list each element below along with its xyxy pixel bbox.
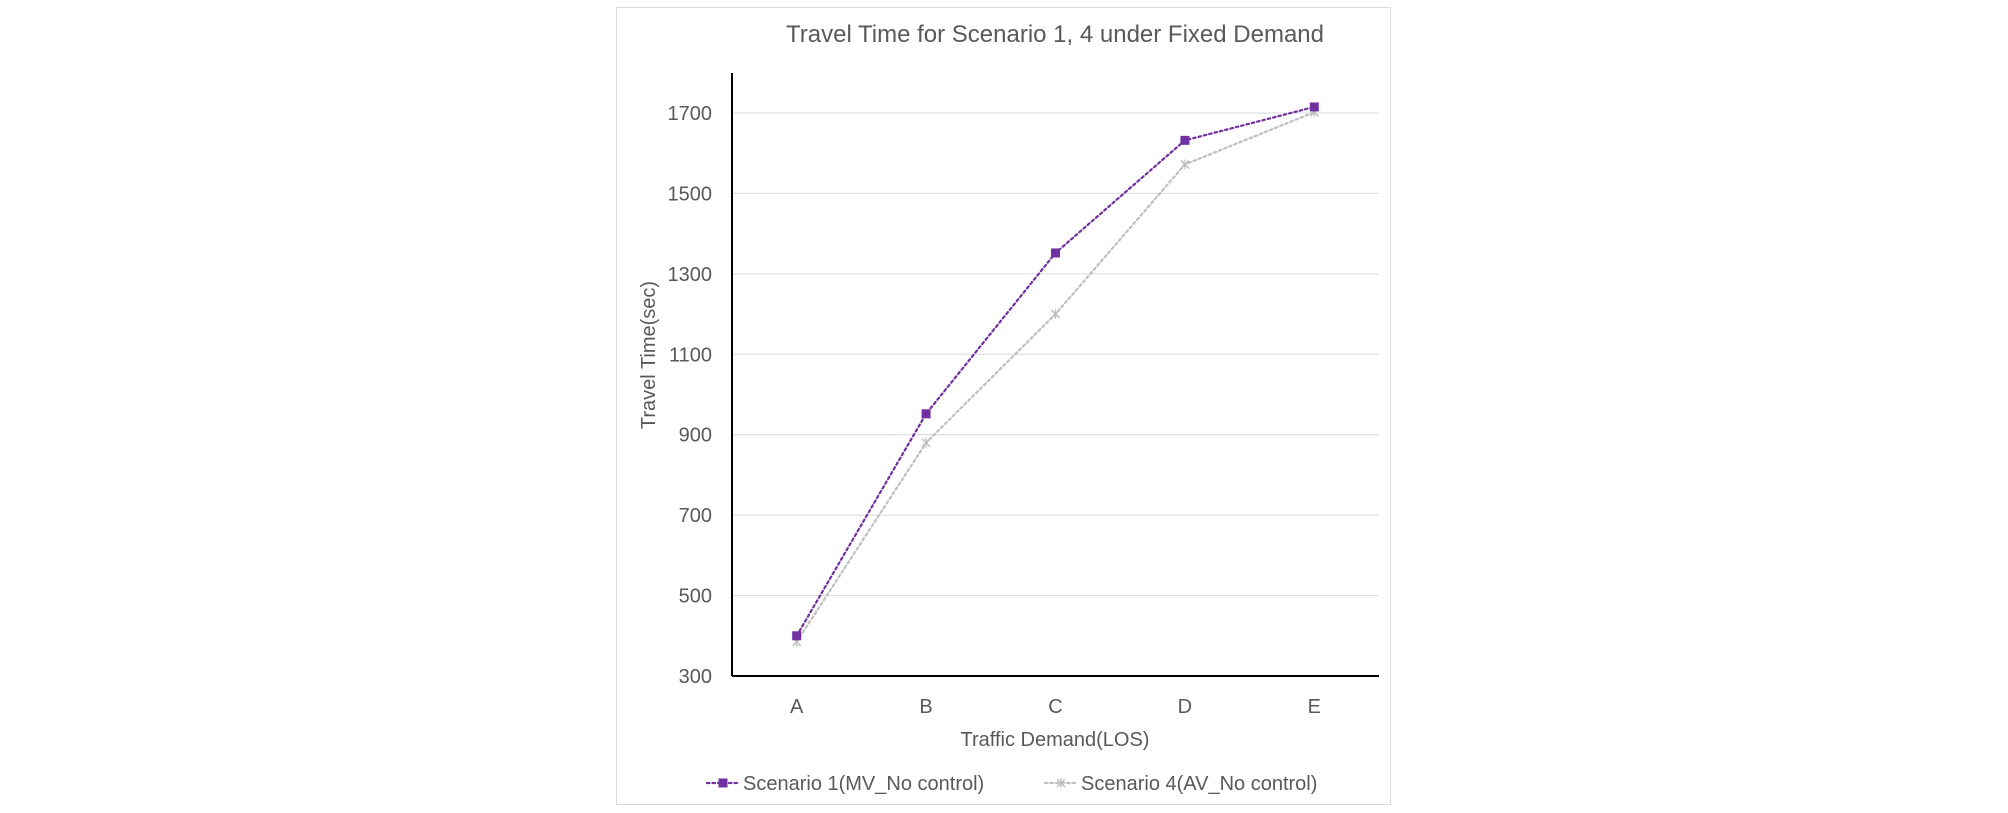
gridlines: [732, 112, 1379, 597]
legend-swatch-marker: [1056, 778, 1066, 788]
data-point: [1050, 309, 1061, 320]
legend-item: Scenario 4(AV_No control): [1043, 773, 1317, 795]
x-tick-label: E: [1308, 696, 1321, 718]
y-tick-label: 1300: [668, 264, 713, 286]
y-axis-title: Travel Time(sec): [638, 281, 660, 429]
data-point: [921, 409, 931, 419]
legend-label: Scenario 4(AV_No control): [1081, 773, 1317, 795]
data-point: [1309, 102, 1319, 112]
legend-swatch-marker: [718, 778, 728, 788]
y-tick-label: 700: [679, 505, 712, 527]
axes: [731, 73, 1379, 677]
y-tick-label: 1100: [669, 344, 712, 366]
data-point: [1180, 159, 1190, 170]
legend-label: Scenario 1(MV_No control): [743, 773, 984, 795]
data-point: [792, 631, 802, 641]
data-point: [1051, 248, 1060, 258]
x-tick-label: B: [919, 696, 932, 718]
series-2: [792, 107, 1319, 647]
y-tick-label: 1500: [668, 183, 713, 205]
y-tick-label: 1700: [668, 103, 713, 125]
line-chart: Travel Time for Scenario 1, 4 under Fixe…: [638, 21, 1379, 795]
x-tick-label: C: [1048, 696, 1062, 718]
y-tick-label: 300: [679, 666, 712, 688]
x-tick-label: A: [790, 696, 804, 718]
y-tick-label: 900: [679, 425, 712, 447]
series-line: [795, 111, 1316, 643]
series: [792, 102, 1319, 647]
chart-frame: Travel Time for Scenario 1, 4 under Fixe…: [616, 7, 1391, 805]
x-tick-label: D: [1178, 696, 1192, 718]
legend: Scenario 1(MV_No control) Scenario 4(AV_N…: [705, 773, 1317, 795]
data-point: [921, 437, 931, 448]
y-tick-label: 500: [679, 586, 712, 608]
legend-item: Scenario 1(MV_No control): [705, 773, 984, 795]
data-point: [1180, 135, 1190, 145]
x-axis-title: Traffic Demand(LOS): [961, 729, 1150, 751]
series-1: [792, 102, 1319, 641]
chart-title: Travel Time for Scenario 1, 4 under Fixe…: [786, 21, 1324, 48]
x-tick-labels: A B C D E: [790, 696, 1321, 718]
y-tick-labels: 300 500 700 900 1100 1300 1500 1700: [668, 103, 713, 688]
series-line: [795, 105, 1316, 637]
